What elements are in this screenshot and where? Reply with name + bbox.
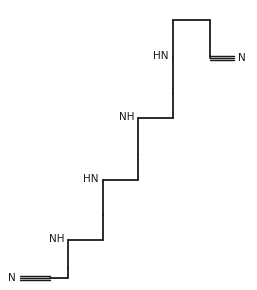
Text: HN: HN — [153, 51, 169, 61]
Text: NH: NH — [118, 112, 134, 122]
Text: NH: NH — [49, 234, 64, 244]
Text: N: N — [8, 273, 16, 283]
Text: N: N — [238, 53, 246, 63]
Text: HN: HN — [84, 174, 99, 184]
